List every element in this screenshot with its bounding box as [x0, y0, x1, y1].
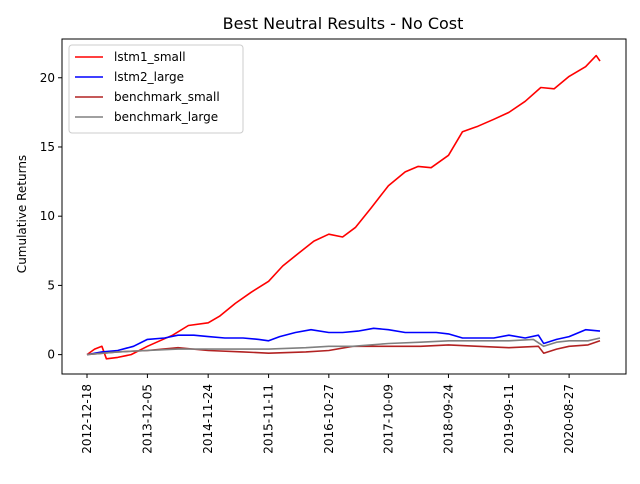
legend-label: benchmark_large	[114, 110, 218, 124]
x-tick-label: 2017-10-09	[381, 384, 395, 454]
legend-label: lstm2_large	[114, 70, 184, 84]
series-lines	[86, 54, 601, 360]
y-tick-label: 15	[40, 140, 55, 154]
x-tick-label: 2015-11-11	[262, 384, 276, 454]
y-tick-label: 10	[40, 209, 55, 223]
legend-box	[68, 44, 244, 134]
y-tick-label: 0	[47, 348, 55, 362]
x-tick-label: 2018-09-24	[441, 384, 455, 454]
legend-label: benchmark_small	[114, 90, 220, 104]
series-line-benchmark_large	[86, 337, 601, 356]
axis-ticks: 0 5 10 15 20 2012-12-18 2013-12-05 2014-11-24 20…	[40, 71, 576, 454]
series-line-lstm2_large	[86, 327, 601, 356]
x-tick-label: 2019-09-11	[502, 384, 516, 454]
x-tick-label: 2013-12-05	[140, 384, 154, 454]
legend-label: lstm1_small	[114, 50, 186, 64]
y-tick-label: 20	[40, 71, 55, 85]
y-axis-label: Cumulative Returns	[15, 155, 29, 273]
x-tick-label: 2016-10-27	[322, 384, 336, 454]
x-tick-label: 2012-12-18	[80, 384, 94, 454]
chart-title: Best Neutral Results - No Cost	[223, 14, 464, 33]
x-tick-label: 2014-11-24	[201, 384, 215, 454]
plot-frame	[61, 38, 627, 375]
y-tick-label: 5	[47, 278, 55, 292]
x-tick-label: 2020-08-27	[562, 384, 576, 454]
legend: lstm1_small lstm2_large benchmark_smallben…	[68, 44, 244, 134]
series-line-lstm1_small	[86, 54, 601, 360]
